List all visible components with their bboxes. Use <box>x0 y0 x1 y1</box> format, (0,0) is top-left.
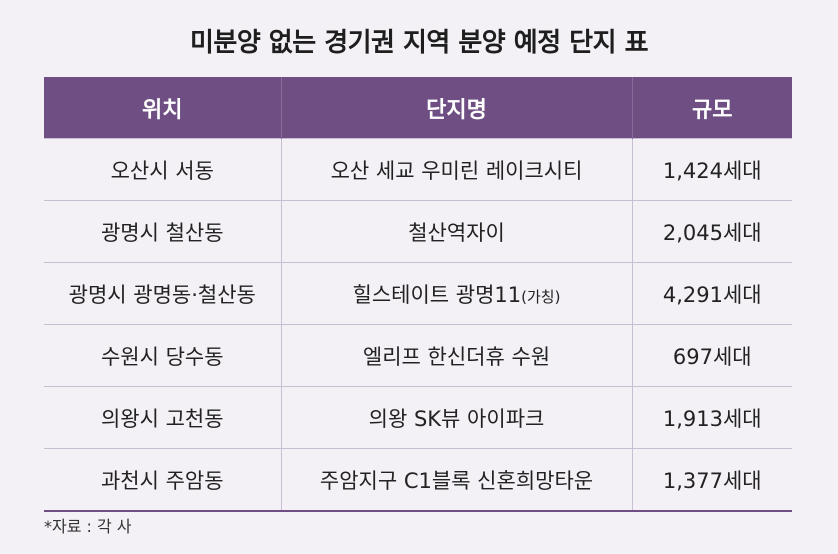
location-cell: 과천시 주암동 <box>44 448 281 512</box>
complex-name: 주암지구 C1블록 신혼희망타운 <box>319 468 594 493</box>
table-row: 광명시 철산동 철산역자이 2,045세대 <box>44 200 792 263</box>
table-row: 과천시 주암동 주암지구 C1블록 신혼희망타운 1,377세대 <box>44 448 792 512</box>
complex-cell: 엘리프 한신더휴 수원 <box>280 324 632 387</box>
complex-cell: 오산 세교 우미린 레이크시티 <box>280 138 632 201</box>
complex-cell: 의왕 SK뷰 아이파크 <box>280 386 632 449</box>
size-cell: 2,045세대 <box>631 200 792 263</box>
table-row: 광명시 광명동·철산동 힐스테이트 광명11(가칭) 4,291세대 <box>44 262 792 325</box>
complex-cell: 철산역자이 <box>280 200 632 263</box>
complex-name: 철산역자이 <box>408 220 505 245</box>
header-row: 위치 단지명 규모 <box>44 77 792 139</box>
complex-name: 엘리프 한신더휴 수원 <box>362 344 551 369</box>
size-cell: 1,424세대 <box>631 138 792 201</box>
complex-name: 힐스테이트 광명11 <box>352 282 522 307</box>
table-row: 오산시 서동 오산 세교 우미린 레이크시티 1,424세대 <box>44 138 792 201</box>
location-cell: 의왕시 고천동 <box>44 386 281 449</box>
location-cell: 오산시 서동 <box>44 138 281 201</box>
complex-name: 의왕 SK뷰 아이파크 <box>368 406 545 431</box>
location-cell: 광명시 철산동 <box>44 200 281 263</box>
header-complex: 단지명 <box>280 77 632 139</box>
location-cell: 광명시 광명동·철산동 <box>44 262 281 325</box>
size-cell: 4,291세대 <box>631 262 792 325</box>
table-row: 수원시 당수동 엘리프 한신더휴 수원 697세대 <box>44 324 792 387</box>
page-title: 미분양 없는 경기권 지역 분양 예정 단지 표 <box>189 28 649 58</box>
complex-cell: 주암지구 C1블록 신혼희망타운 <box>280 448 632 512</box>
complex-cell: 힐스테이트 광명11(가칭) <box>280 262 632 325</box>
header-location: 위치 <box>44 77 281 139</box>
size-cell: 697세대 <box>631 324 792 387</box>
tentative-note: (가칭) <box>521 287 561 306</box>
source-note: *자료 : 각 사 <box>44 517 132 536</box>
location-cell: 수원시 당수동 <box>44 324 281 387</box>
table-row: 의왕시 고천동 의왕 SK뷰 아이파크 1,913세대 <box>44 386 792 449</box>
table-header: 위치 단지명 규모 <box>44 77 792 139</box>
size-cell: 1,377세대 <box>631 448 792 512</box>
complex-table: 위치 단지명 규모 오산시 서동 오산 세교 우미린 레이크시티 1,424세대… <box>44 77 792 512</box>
header-size: 규모 <box>631 77 792 139</box>
complex-name: 오산 세교 우미린 레이크시티 <box>330 158 583 183</box>
size-cell: 1,913세대 <box>631 386 792 449</box>
